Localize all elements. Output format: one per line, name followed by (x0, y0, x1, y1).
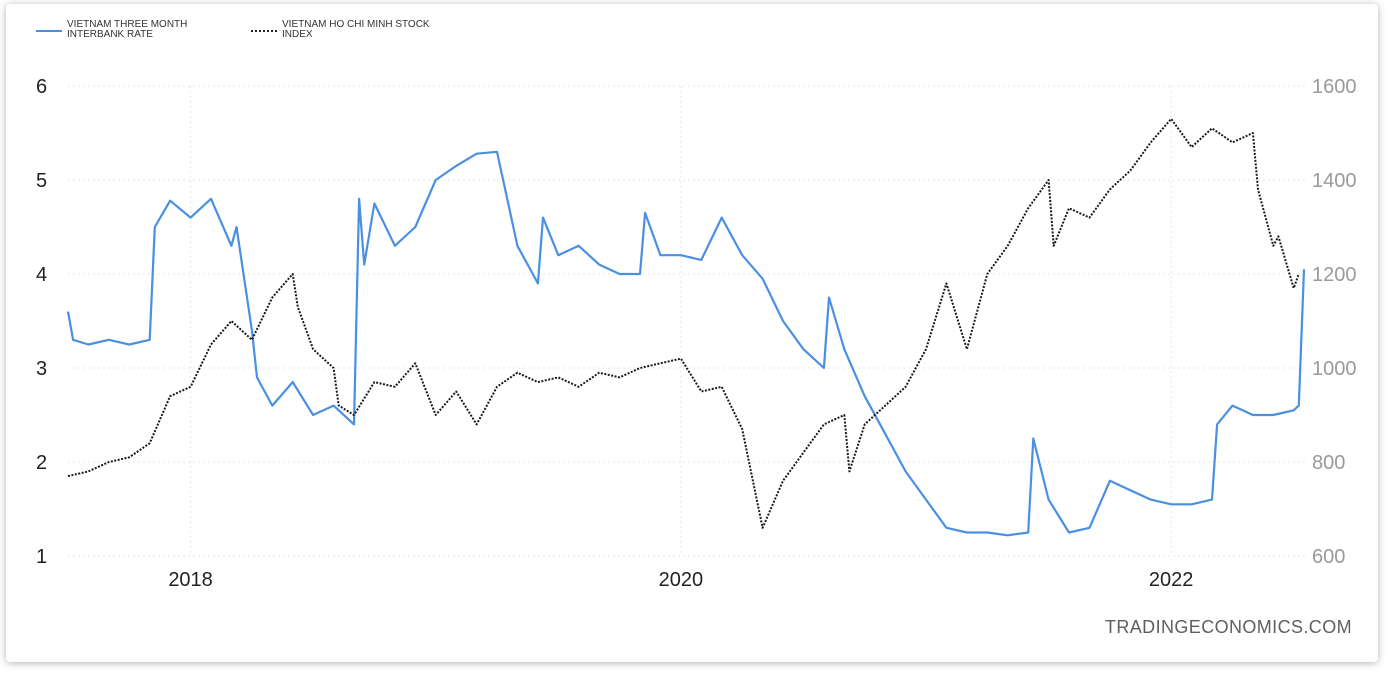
y-left-tick-label: 3 (36, 358, 47, 380)
legend-label-stock-index: VIETNAM HO CHI MINH STOCK INDEX (282, 19, 430, 40)
series-line-interbank-rate (66, 150, 1306, 537)
y-right-tick-label: 800 (1312, 452, 1345, 474)
y-right-tick-label: 1400 (1312, 170, 1357, 192)
chart-legend: VIETNAM THREE MONTH INTERBANK RATE VIETN… (36, 20, 452, 46)
watermark-text: TRADINGECONOMICS.COM (1104, 617, 1352, 637)
x-tick-label: 2018 (168, 569, 213, 591)
legend-swatch-dotted (251, 30, 277, 32)
legend-label-interbank-rate: VIETNAM THREE MONTH INTERBANK RATE (67, 19, 188, 40)
y-left-tick-label: 1 (36, 546, 47, 568)
legend-item-interbank-rate[interactable]: VIETNAM THREE MONTH INTERBANK RATE (36, 20, 237, 46)
legend-swatch-solid (36, 30, 62, 32)
chart-card: VIETNAM THREE MONTH INTERBANK RATE VIETN… (6, 4, 1378, 662)
y-left-tick-label: 6 (36, 76, 47, 98)
y-right-tick-label: 1200 (1312, 264, 1357, 286)
y-right-tick-label: 600 (1312, 546, 1345, 568)
y-right-tick-label: 1600 (1312, 76, 1357, 98)
y-left-tick-label: 4 (36, 264, 47, 286)
x-tick-label: 2020 (659, 569, 704, 591)
y-left-tick-label: 5 (36, 170, 47, 192)
y-right-tick-label: 1000 (1312, 358, 1357, 380)
y-left-tick-label: 2 (36, 452, 47, 474)
x-tick-label: 2022 (1149, 569, 1194, 591)
legend-item-stock-index[interactable]: VIETNAM HO CHI MINH STOCK INDEX (251, 20, 452, 46)
